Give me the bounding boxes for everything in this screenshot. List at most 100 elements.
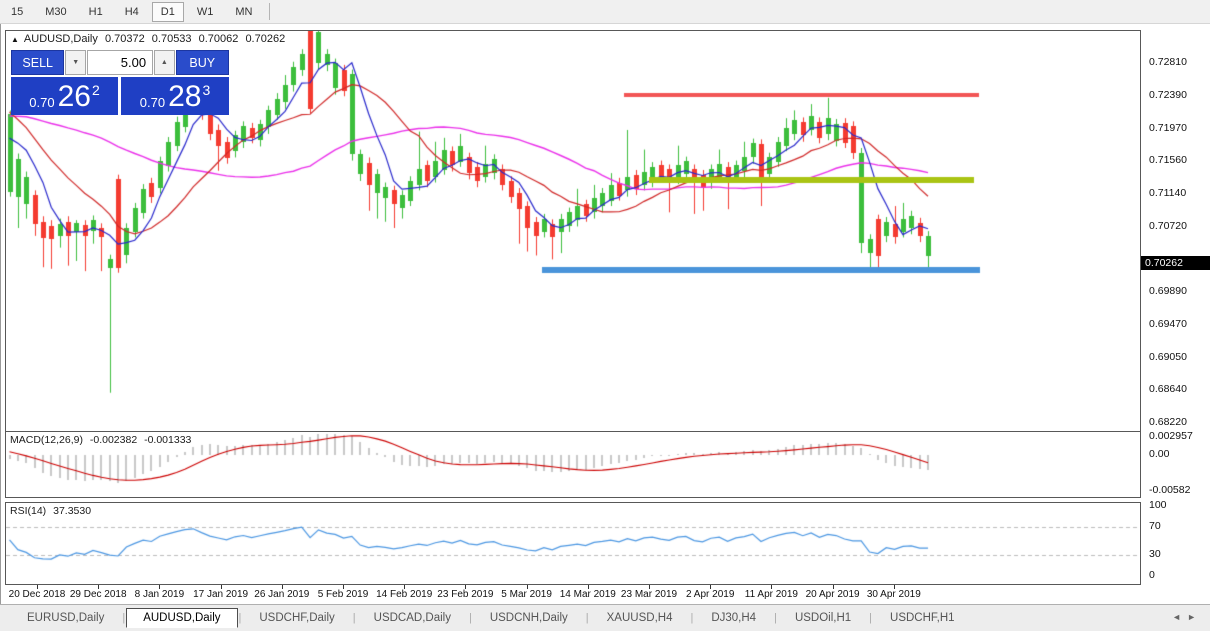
sell-price-big: 26: [57, 80, 91, 113]
timeframe-button-m30[interactable]: M30: [45, 5, 67, 18]
date-axis-tick: [771, 585, 773, 589]
date-axis-tick: [343, 585, 344, 589]
buy-button[interactable]: BUY: [175, 50, 229, 75]
price-axis[interactable]: 0.72810 0.72390 0.71970 0.71560 0.71140 0.707…: [1141, 24, 1210, 604]
date-label: 14 Feb 2019: [376, 589, 433, 600]
date-axis-tick: [404, 585, 406, 589]
rsi-panel-header: RSI(14) 37.3530: [10, 505, 95, 517]
price-axis-label: 0.69050: [1149, 350, 1187, 363]
ohlc-high: 0.70533: [151, 33, 192, 45]
buy-price-sup: 3: [202, 82, 211, 98]
date-label: 14 Mar 2019: [559, 589, 616, 600]
price-axis-label: 0.70720: [1149, 219, 1187, 232]
price-axis-label: 0.69890: [1149, 285, 1187, 297]
macd-panel-header: MACD(12,26,9) -0.002382 -0.001333: [10, 434, 195, 446]
tab-separator: |: [122, 612, 126, 624]
price-axis-label: 0.72390: [1149, 88, 1187, 101]
rsi-indicator-canvas[interactable]: [5, 502, 1141, 585]
tab-xauusd-h4[interactable]: XAUUSD,H4: [606, 612, 673, 624]
timeframe-toolbar: 15 M30 H1 H4 D1 W1 MN: [0, 0, 1210, 24]
tab-separator: |: [869, 612, 873, 624]
chart-tab-bar: EURUSD,Daily | AUDUSD,Daily | USDCHF,Daily | U…: [0, 604, 1210, 631]
date-label: 17 Jan 2019: [193, 589, 249, 600]
date-axis-tick: [281, 585, 283, 589]
date-label: 8 Jan 2019: [134, 589, 185, 600]
timeframe-button-d1[interactable]: D1: [151, 1, 184, 22]
tab-usdoil-h1[interactable]: USDOil,H1: [794, 612, 852, 624]
ohlc-open: 0.70372: [104, 33, 145, 45]
rsi-axis-label: 30: [1149, 547, 1161, 560]
date-label: 26 Jan 2019: [254, 589, 310, 600]
tab-separator: |: [238, 612, 242, 624]
macd-axis-label: 0.002957: [1149, 429, 1193, 442]
current-price-tag: 0.70262: [1141, 255, 1210, 270]
tab-usdcad-daily[interactable]: USDCAD,Daily: [373, 612, 451, 624]
timeframe-button-w1[interactable]: W1: [196, 5, 214, 18]
date-axis-tick: [710, 585, 712, 589]
date-label: 5 Feb 2019: [317, 589, 369, 600]
macd-main-value: -0.002382: [89, 434, 138, 446]
buy-price-button[interactable]: 0.70 28 3: [121, 77, 229, 115]
date-axis: 20 Dec 2018 29 Dec 2018 8 Jan 2019 17 Jan 2…: [1, 585, 1141, 604]
date-axis-tick: [159, 585, 161, 589]
rsi-axis-label: 70: [1149, 519, 1161, 532]
tab-separator: |: [352, 612, 356, 624]
date-label: 20 Apr 2019: [805, 589, 860, 600]
tab-separator: |: [690, 612, 694, 624]
rsi-axis-label: 100: [1149, 499, 1167, 511]
macd-axis-label: 0.00: [1149, 448, 1170, 460]
rsi-value: 37.3530: [53, 505, 92, 517]
tab-dj30-h4[interactable]: DJ30,H4: [711, 612, 757, 624]
tab-scroll-arrows: ◄►: [1172, 612, 1202, 622]
tab-scroll-right-icon[interactable]: ►: [1187, 612, 1202, 622]
date-label: 11 Apr 2019: [744, 589, 798, 600]
date-label: 20 Dec 2018: [8, 589, 66, 600]
date-axis-tick: [37, 585, 38, 589]
timeframe-button-15[interactable]: 15: [11, 5, 24, 18]
price-axis-label: 0.71560: [1149, 154, 1187, 167]
price-axis-label: 0.69470: [1149, 317, 1187, 330]
sell-button[interactable]: SELL: [11, 50, 65, 75]
toolbar-separator: [269, 3, 271, 20]
ohlc-low: 0.70062: [198, 33, 239, 45]
date-axis-tick: [98, 585, 100, 589]
sell-price-small: 0.70: [29, 95, 55, 110]
timeframe-button-h1[interactable]: H1: [88, 5, 103, 18]
tab-scroll-left-icon[interactable]: ◄: [1172, 612, 1188, 622]
price-axis-label: 0.72810: [1149, 56, 1187, 68]
tab-separator: |: [585, 612, 589, 624]
volume-decrease-button[interactable]: ▼: [65, 50, 86, 75]
macd-indicator-canvas[interactable]: [5, 431, 1141, 498]
tab-usdchf-h1[interactable]: USDCHF,H1: [890, 612, 955, 624]
price-axis-label: 0.68640: [1149, 383, 1187, 396]
tab-eurusd-daily[interactable]: EURUSD,Daily: [27, 612, 105, 624]
chart-workspace: ▲ AUDUSD,Daily 0.70372 0.70533 0.70062 0.…: [0, 24, 1210, 604]
chevron-down-icon: ▼: [72, 59, 80, 66]
timeframe-button-h4[interactable]: H4: [124, 5, 139, 18]
rsi-label: RSI(14): [10, 505, 47, 517]
chevron-up-icon: ▲: [160, 59, 168, 66]
chart-header: ▲ AUDUSD,Daily 0.70372 0.70533 0.70062 0.…: [11, 33, 289, 45]
volume-increase-button[interactable]: ▲: [154, 50, 175, 75]
sell-price-button[interactable]: 0.70 26 2: [11, 77, 118, 115]
date-label: 2 Apr 2019: [686, 589, 735, 600]
date-axis-tick: [832, 585, 834, 589]
ohlc-close: 0.70262: [245, 33, 286, 45]
date-axis-tick: [649, 585, 650, 589]
macd-label: MACD(12,26,9): [10, 434, 83, 446]
tab-usdchf-daily[interactable]: USDCHF,Daily: [259, 612, 335, 624]
macd-axis-label: -0.00582: [1149, 483, 1191, 496]
price-axis-label: 0.71140: [1149, 186, 1187, 199]
date-label: 29 Dec 2018: [69, 589, 127, 600]
tab-audusd-daily[interactable]: AUDUSD,Daily: [126, 608, 238, 628]
volume-input[interactable]: 5.00: [86, 50, 154, 75]
date-axis-tick: [526, 585, 528, 589]
date-axis-tick: [465, 585, 467, 589]
price-axis-label: 0.68220: [1149, 415, 1187, 428]
sell-price-sup: 2: [91, 82, 100, 98]
tab-usdcnh-daily[interactable]: USDCNH,Daily: [489, 612, 568, 624]
date-axis-tick: [220, 585, 222, 589]
tab-separator: |: [774, 612, 777, 624]
timeframe-button-mn[interactable]: MN: [235, 5, 253, 18]
